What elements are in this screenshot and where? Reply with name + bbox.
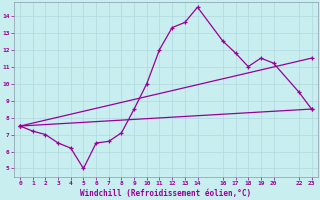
X-axis label: Windchill (Refroidissement éolien,°C): Windchill (Refroidissement éolien,°C) <box>80 189 252 198</box>
